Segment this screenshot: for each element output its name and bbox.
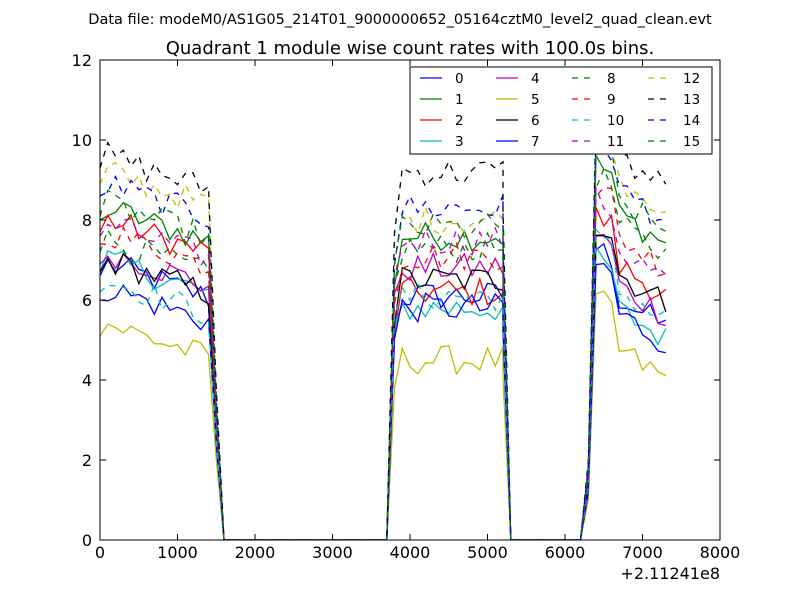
series-line-8 <box>100 167 667 540</box>
series-line-11 <box>100 186 667 540</box>
x-tick-label: 7000 <box>622 543 663 562</box>
series-line-0 <box>100 242 667 540</box>
legend-label-9: 9 <box>607 92 616 108</box>
legend-label-2: 2 <box>455 113 464 129</box>
x-tick-label: 6000 <box>545 543 586 562</box>
x-tick-label: 3000 <box>312 543 353 562</box>
series-line-13 <box>100 102 667 540</box>
legend-label-14: 14 <box>683 113 700 129</box>
legend-label-3: 3 <box>455 134 464 150</box>
x-offset-label: +2.11241e8 <box>620 564 720 583</box>
x-tick-label: 4000 <box>390 543 431 562</box>
legend-label-8: 8 <box>607 71 616 87</box>
x-tick-label: 2000 <box>235 543 276 562</box>
series-line-2 <box>100 207 667 540</box>
chart-suptitle: Data file: modeM0/AS1G05_214T01_90000006… <box>88 12 712 28</box>
chart-title: Quadrant 1 module wise count rates with … <box>166 38 655 59</box>
y-tick-label: 6 <box>82 291 92 310</box>
y-tick-label: 0 <box>82 531 92 550</box>
series-line-6 <box>100 234 667 540</box>
series-line-9 <box>100 186 666 540</box>
y-tick-label: 12 <box>72 51 92 70</box>
legend-label-15: 15 <box>683 134 700 150</box>
legend-label-5: 5 <box>531 92 540 108</box>
series-line-3 <box>100 244 667 540</box>
y-tick-label: 8 <box>82 211 92 230</box>
plot-area <box>100 102 667 540</box>
series-line-14 <box>100 133 666 540</box>
x-tick-label: 8000 <box>700 543 741 562</box>
axes: 0 1000 2000 3000 4000 5000 6000 7000 80000246810… <box>72 51 741 562</box>
legend-label-0: 0 <box>455 71 464 87</box>
legend-label-6: 6 <box>531 113 540 129</box>
series-line-10 <box>100 227 667 540</box>
series-line-12 <box>100 121 666 540</box>
legend-label-10: 10 <box>607 113 624 129</box>
legend-label-11: 11 <box>607 134 624 150</box>
series-line-1 <box>100 153 667 540</box>
y-tick-label: 2 <box>82 451 92 470</box>
legend-label-4: 4 <box>531 71 540 87</box>
x-tick-label: 5000 <box>467 543 508 562</box>
legend-box <box>409 66 713 155</box>
series-line-5 <box>100 290 667 540</box>
legend-label-7: 7 <box>531 134 540 150</box>
legend-label-12: 12 <box>683 71 700 87</box>
series-line-15 <box>100 144 667 540</box>
y-tick-label: 4 <box>82 371 92 390</box>
x-tick-label: 0 <box>95 543 105 562</box>
legend-label-1: 1 <box>455 92 464 108</box>
y-tick-label: 10 <box>72 131 92 150</box>
legend-label-13: 13 <box>683 92 700 108</box>
x-tick-label: 1000 <box>157 543 198 562</box>
series-line-7 <box>100 262 666 540</box>
